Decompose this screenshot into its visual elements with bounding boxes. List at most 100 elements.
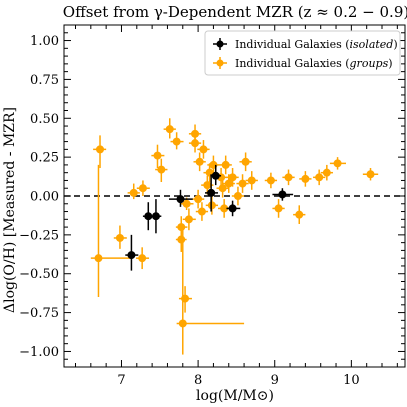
data-marker	[153, 151, 162, 160]
data-point	[204, 174, 219, 212]
data-marker	[194, 195, 203, 204]
data-point	[193, 152, 206, 172]
y-tick-label: 0.50	[30, 112, 59, 127]
data-point	[362, 168, 379, 181]
y-axis-label: Δlog(O/H) [Measured - MZR]	[2, 107, 18, 313]
legend-entry: Individual Galaxies (isolated)	[213, 38, 398, 51]
series-groups	[90, 118, 379, 355]
data-point	[188, 133, 202, 153]
data-point	[226, 200, 241, 217]
data-point	[175, 227, 187, 252]
data-point	[320, 164, 333, 181]
data-point	[151, 199, 162, 234]
data-point	[136, 247, 150, 270]
data-marker	[191, 139, 200, 148]
chart-title: Offset from γ-Dependent MZR (z ≈ 0.2 − 0…	[63, 3, 407, 21]
data-point	[191, 189, 205, 209]
data-marker	[211, 171, 220, 180]
data-marker	[178, 319, 187, 328]
data-point	[226, 168, 239, 187]
legend: Individual Galaxies (isolated)Individual…	[204, 30, 401, 76]
x-tick-label: 7	[117, 373, 125, 388]
data-marker	[197, 207, 206, 216]
data-marker	[151, 212, 160, 221]
data-point	[264, 172, 278, 189]
x-tick-labels: 7 8 9 10	[117, 373, 359, 388]
data-marker	[224, 179, 233, 188]
legend-box	[204, 30, 401, 76]
data-marker	[295, 210, 304, 219]
data-point	[178, 286, 192, 313]
data-marker	[220, 204, 229, 213]
data-marker	[115, 233, 124, 242]
data-marker	[238, 179, 247, 188]
data-marker	[138, 254, 147, 263]
data-marker	[129, 188, 138, 197]
data-marker	[284, 173, 293, 182]
y-tick-label: −0.25	[19, 228, 59, 243]
data-marker	[228, 204, 237, 213]
ticks	[64, 25, 405, 367]
data-point	[155, 158, 168, 183]
y-tick-label: −0.50	[19, 267, 59, 282]
data-marker	[176, 195, 185, 204]
data-point	[205, 196, 219, 215]
data-point	[93, 135, 107, 169]
data-marker	[315, 173, 324, 182]
x-tick-label: 8	[194, 373, 202, 388]
y-tick-labels: −1.00 −0.75 −0.50 −0.25 0.00 0.25 0.50 0.75 1.00	[19, 34, 59, 360]
y-tick-label: 0.00	[30, 190, 59, 205]
data-marker	[195, 157, 204, 166]
data-point	[245, 171, 258, 190]
data-point	[90, 164, 131, 298]
y-tick-label: 0.25	[30, 151, 59, 166]
data-marker	[233, 192, 242, 200]
data-point	[313, 169, 326, 186]
data-point	[231, 186, 245, 206]
data-point	[197, 140, 210, 159]
data-marker	[228, 173, 237, 182]
x-axis-label: log(M/M⊙)	[196, 388, 274, 404]
data-marker	[165, 125, 174, 134]
data-marker	[221, 160, 230, 169]
data-point	[329, 157, 346, 170]
legend-marker	[216, 59, 224, 67]
data-point	[272, 199, 285, 218]
data-point	[176, 227, 245, 355]
data-marker	[144, 212, 153, 221]
x-tick-label: 9	[271, 373, 279, 388]
data-marker	[333, 159, 342, 168]
data-marker	[241, 157, 250, 166]
legend-label-text: Individual Galaxies (	[235, 38, 350, 51]
data-point	[125, 234, 139, 271]
data-series	[90, 118, 379, 355]
y-tick-label: 1.00	[30, 34, 59, 49]
data-point	[239, 152, 252, 172]
data-marker	[96, 145, 105, 154]
data-point	[127, 183, 140, 200]
data-point	[170, 132, 184, 150]
data-marker	[94, 254, 103, 263]
data-marker	[127, 251, 136, 260]
legend-marker	[216, 40, 224, 48]
y-tick-label: −0.75	[19, 306, 59, 321]
data-point	[210, 164, 222, 186]
data-marker	[278, 190, 287, 199]
data-marker	[218, 184, 227, 193]
data-marker	[301, 174, 310, 183]
data-point	[113, 225, 127, 249]
data-point	[282, 169, 295, 186]
plot-area	[63, 24, 406, 368]
data-marker	[247, 176, 256, 185]
data-point	[236, 174, 249, 193]
series-isolated	[125, 164, 294, 271]
legend-label: Individual Galaxies (isolated)	[235, 38, 398, 51]
data-marker	[184, 215, 193, 224]
data-marker	[207, 188, 216, 197]
data-marker	[274, 204, 283, 213]
legend-label-close: )	[388, 57, 392, 70]
legend-label-italic: isolated	[350, 38, 394, 51]
data-marker	[182, 199, 191, 208]
legend-entry: Individual Galaxies (groups)	[213, 57, 393, 70]
